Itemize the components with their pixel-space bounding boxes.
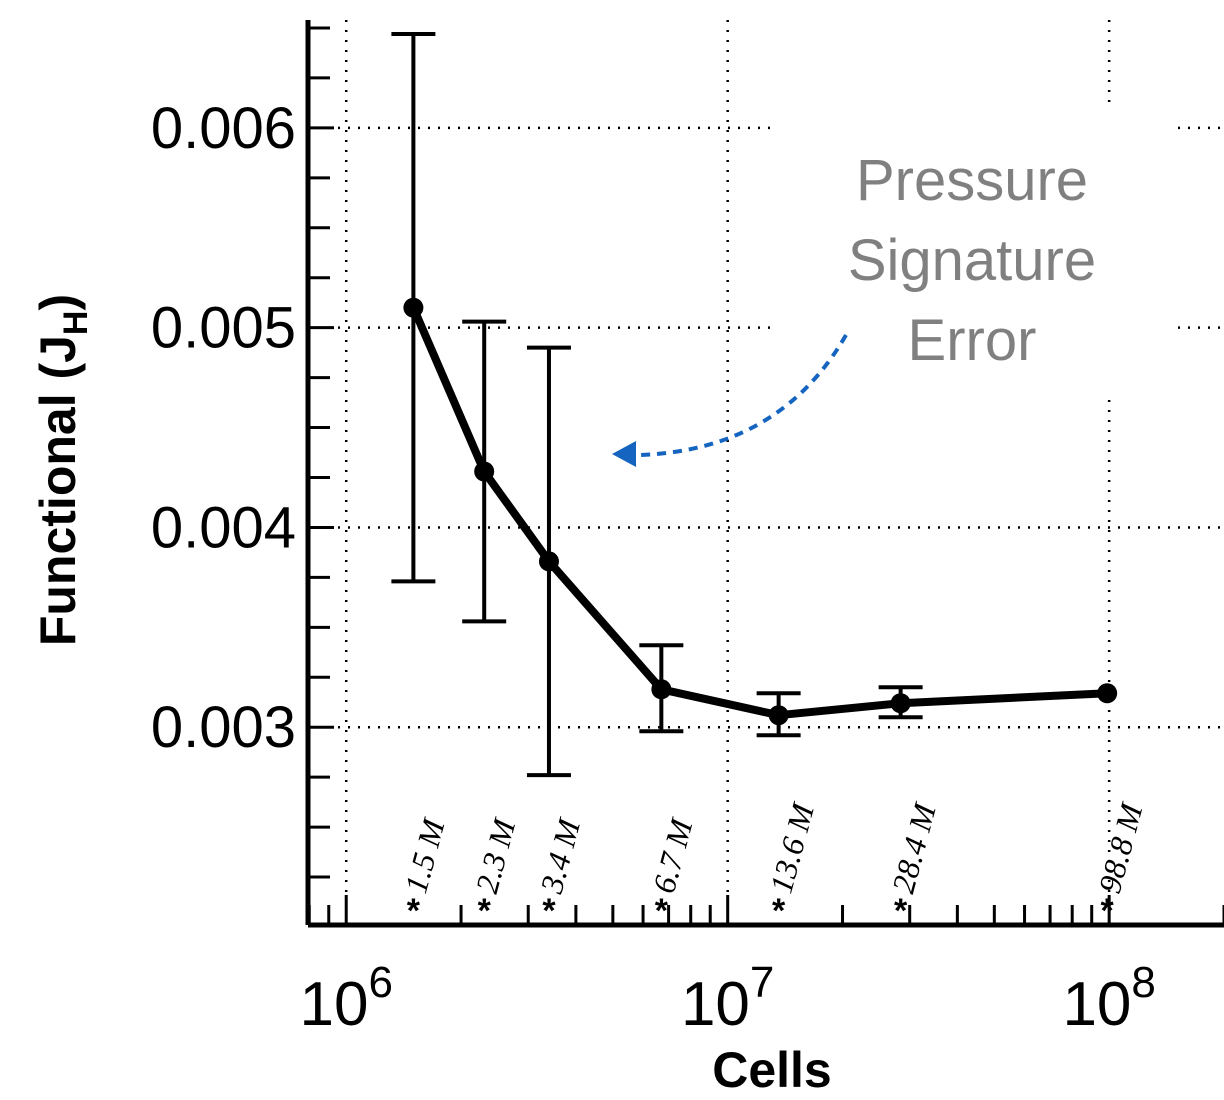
x-tick-label-exponent: 8 xyxy=(1131,958,1155,1007)
x-tick-label-base: 10 xyxy=(681,970,750,1039)
data-point xyxy=(474,461,495,482)
x-position-marker: * xyxy=(542,892,556,930)
data-point xyxy=(1097,683,1118,704)
x-tick-label: 107 xyxy=(681,958,774,1039)
annotation-arrow xyxy=(639,334,848,457)
point-label: 6.7 M xyxy=(645,813,700,897)
x-tick-label: 106 xyxy=(299,958,392,1039)
x-tick-label-exponent: 6 xyxy=(368,958,392,1007)
data-point xyxy=(890,693,911,714)
point-label: 1.5 M xyxy=(397,813,452,897)
point-label: 13.6 M xyxy=(763,798,822,897)
x-position-marker: * xyxy=(407,892,421,930)
y-axis-title-subscript: H xyxy=(57,310,95,335)
annotation: Pressure Signature Error xyxy=(612,148,1096,467)
series xyxy=(391,31,1118,778)
point-label: 28.4 M xyxy=(885,798,944,897)
x-position-marker: * xyxy=(772,892,786,930)
point-label: 2.3 M xyxy=(468,813,523,897)
annotation-line-error: Error xyxy=(908,308,1037,373)
y-tick-label: 0.003 xyxy=(151,695,296,760)
x-position-marker: * xyxy=(655,892,669,930)
y-tick-label: 0.006 xyxy=(151,96,296,161)
axis-titles: Cells Functional (JH) xyxy=(30,294,832,1098)
data-point xyxy=(403,297,424,318)
data-point xyxy=(538,551,559,572)
data-point xyxy=(651,679,672,700)
grid-lines xyxy=(308,20,1224,925)
x-tick-label-base: 10 xyxy=(299,970,368,1039)
x-tick-label-base: 10 xyxy=(1062,970,1131,1039)
x-axis-title: Cells xyxy=(712,1042,832,1098)
point-label: 98.8 M xyxy=(1091,798,1150,897)
annotation-line-signature: Signature xyxy=(848,228,1096,293)
x-position-marker: * xyxy=(478,892,492,930)
y-tick-label: 0.005 xyxy=(151,296,296,361)
point-label: 3.4 M xyxy=(533,813,588,898)
y-tick-label: 0.004 xyxy=(151,495,296,560)
x-position-marker: * xyxy=(894,892,908,930)
x-tick-label: 108 xyxy=(1062,958,1155,1039)
y-axis-title-main: Functional (J xyxy=(30,335,86,646)
y-axis-title: Functional (JH) xyxy=(30,294,95,646)
x-tick-label-exponent: 7 xyxy=(750,958,774,1007)
data-point xyxy=(768,705,789,726)
annotation-background xyxy=(772,110,1172,400)
point-labels: *1.5 M*2.3 M*3.4 M*6.7 M*13.6 M*28.4 M*9… xyxy=(397,798,1150,930)
annotation-arrowhead xyxy=(612,441,636,467)
x-position-marker: * xyxy=(1101,892,1115,930)
annotation-line-pressure: Pressure xyxy=(856,148,1088,213)
y-axis-title-close: ) xyxy=(30,294,86,311)
